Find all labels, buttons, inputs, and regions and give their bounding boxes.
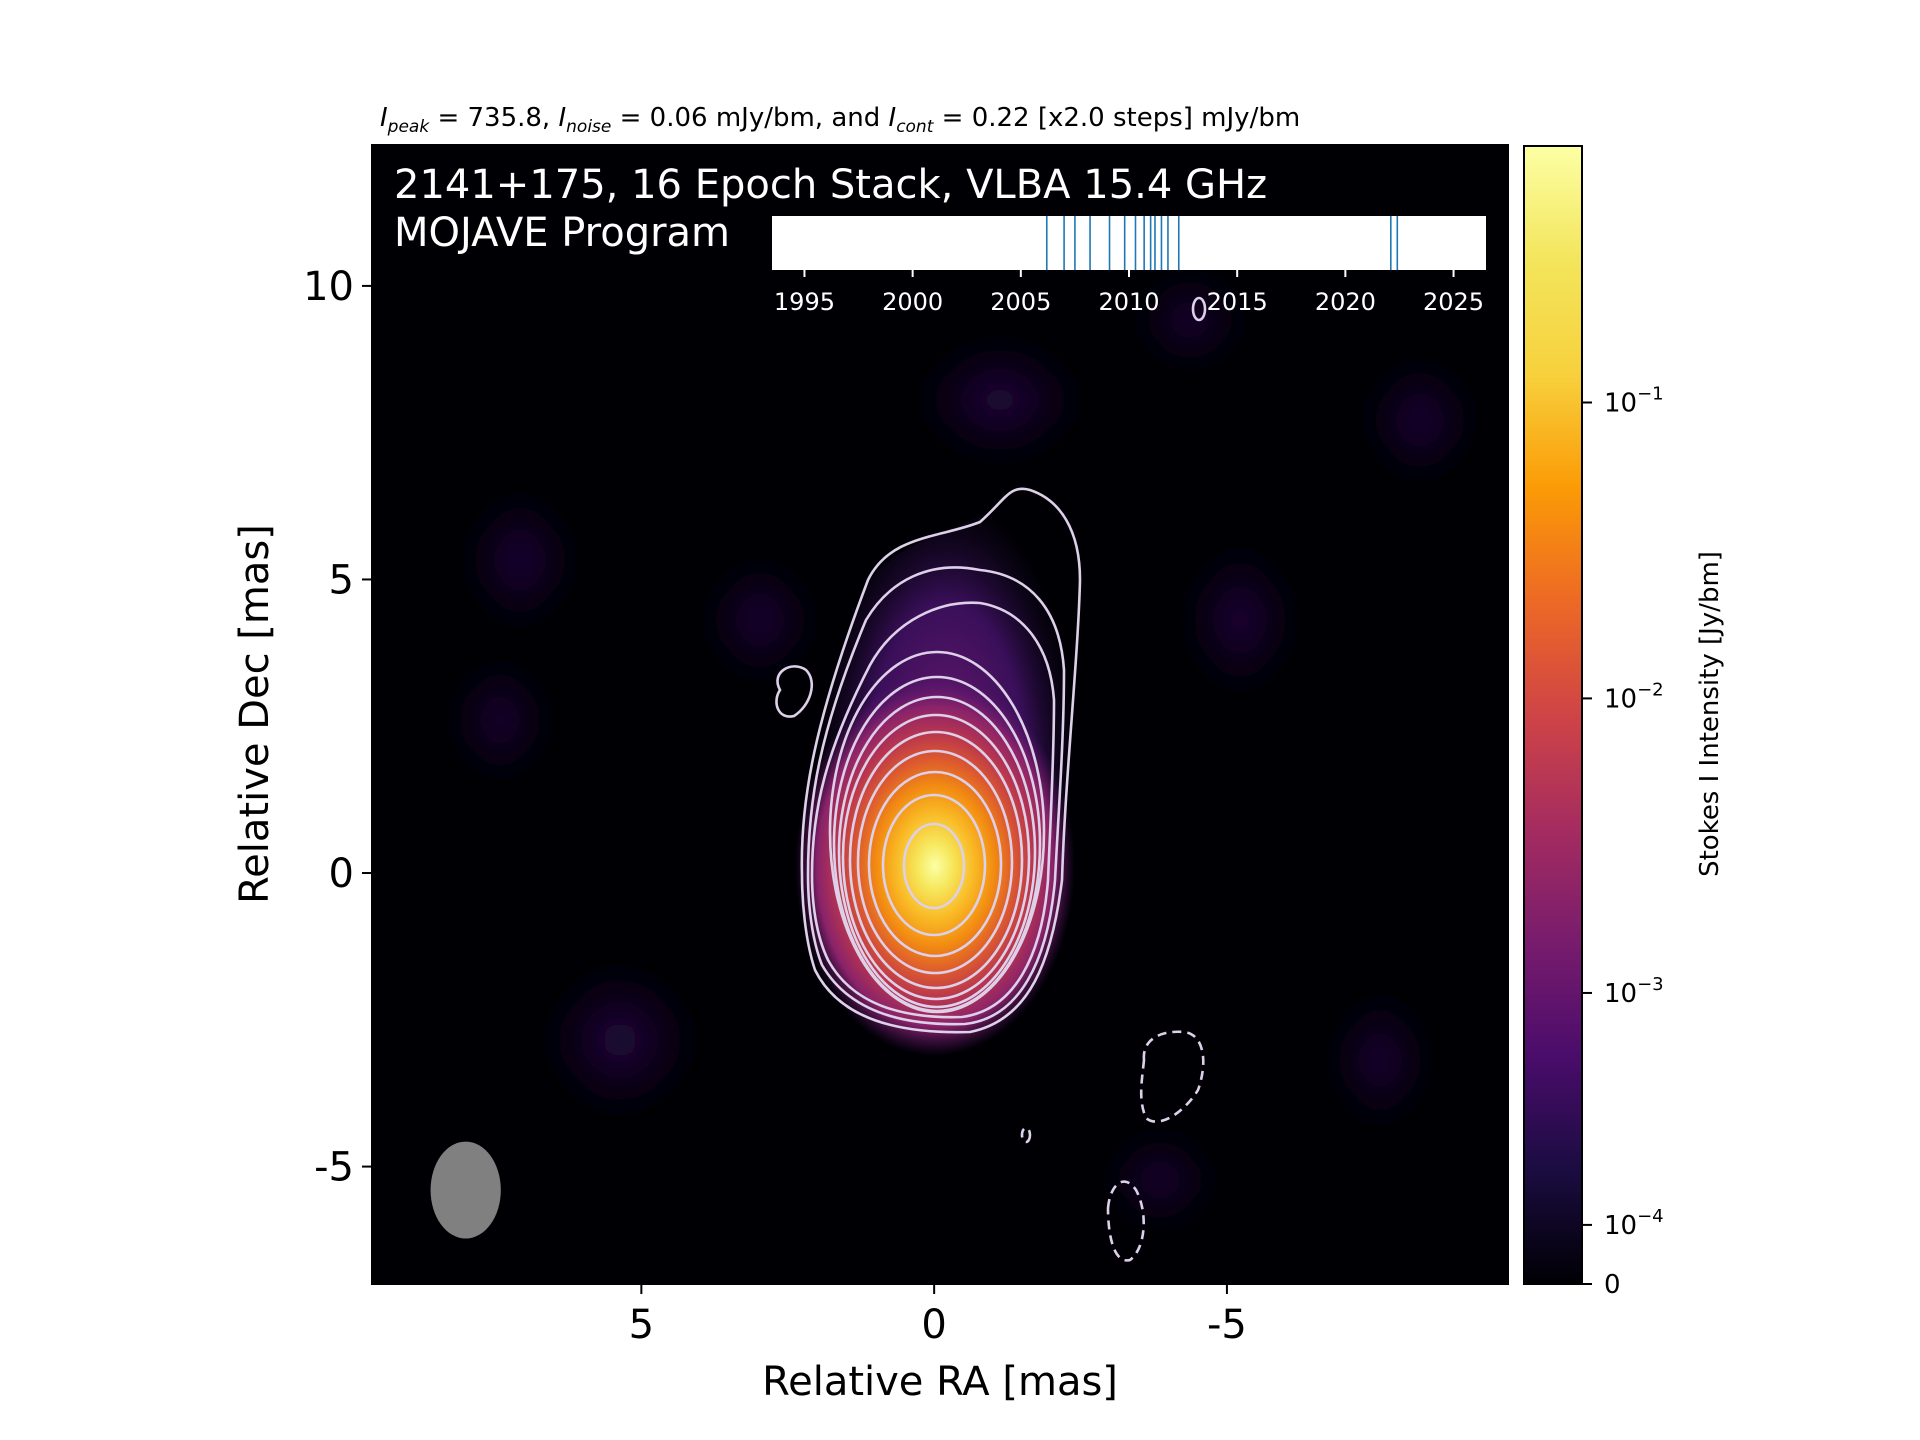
noise-blob xyxy=(1130,270,1250,370)
plot-title-line1: 2141+175, 16 Epoch Stack, VLBA 15.4 GHz xyxy=(394,162,1267,208)
contour-island-small xyxy=(1191,296,1207,322)
beam-ellipse xyxy=(430,1141,501,1239)
i-cont-value: = 0.22 [x2.0 steps] mJy/bm xyxy=(933,103,1300,133)
colorbar-gradient xyxy=(1523,145,1583,1285)
timeline-tick-label: 2025 xyxy=(1423,288,1484,316)
timeline-tick-label: 1995 xyxy=(774,288,835,316)
contour-level-11 xyxy=(881,793,987,937)
contour-island xyxy=(775,665,813,718)
colorbar-tick-label: 10−1 xyxy=(1604,383,1664,418)
contour-level-7 xyxy=(841,713,1031,1001)
noise-blob xyxy=(1330,980,1430,1140)
timeline-ticks: 1995 2000 2005 2010 2015 2020 2025 xyxy=(774,270,1484,316)
timeline-tick-label: 2005 xyxy=(990,288,1051,316)
noise-blob xyxy=(1360,350,1480,490)
noise-blob xyxy=(450,650,550,790)
i-cont-symbol: I xyxy=(889,103,897,133)
timeline-tick-label: 2015 xyxy=(1207,288,1268,316)
header-text: Ipeak = 735.8, Inoise = 0.06 mJy/bm, and… xyxy=(380,103,1300,137)
x-tick-label: 5 xyxy=(629,1302,654,1348)
y-tick-label: 5 xyxy=(329,557,354,603)
negative-contours xyxy=(1020,1030,1205,1262)
epoch-timeline: 1995 2000 2005 2010 2015 2020 2025 xyxy=(772,216,1486,316)
noise-blob xyxy=(1180,530,1300,710)
contour-level-10 xyxy=(867,770,1003,958)
contour-level-9 xyxy=(856,749,1014,975)
negative-contour-2 xyxy=(1106,1180,1145,1262)
noise-blob xyxy=(700,550,820,690)
colorbar-ticks: 10−1 10−2 10−3 10−4 0 xyxy=(1582,383,1664,1300)
contour-level-3 xyxy=(810,601,1056,1019)
contour-level-12 xyxy=(902,822,966,910)
y-tick-label: 0 xyxy=(329,851,354,897)
plot-frame xyxy=(371,144,1509,1285)
negative-contour-3 xyxy=(1020,1126,1032,1144)
i-noise-value: = 0.06 mJy/bm, and xyxy=(611,103,888,133)
y-axis-label: Relative Dec [mas] xyxy=(232,524,278,904)
negative-contour-1 xyxy=(1139,1030,1205,1123)
contour-level-5 xyxy=(832,675,1042,1013)
x-axis: 5 0 -5 xyxy=(629,1284,1247,1348)
colorbar-tick-label: 10−2 xyxy=(1604,679,1664,714)
contours xyxy=(775,296,1207,1034)
x-tick-label: 0 xyxy=(921,1302,946,1348)
y-tick-label: 10 xyxy=(303,264,354,310)
contour-level-8 xyxy=(848,730,1024,990)
contour-level-2 xyxy=(806,566,1066,1026)
i-peak-value: = 735.8, xyxy=(429,103,558,133)
colorbar-tick-label: 10−3 xyxy=(1604,974,1664,1009)
timeline-tick-label: 2020 xyxy=(1315,288,1376,316)
i-noise-symbol: I xyxy=(558,103,566,133)
colorbar: 10−1 10−2 10−3 10−4 0 Stokes I Intensity [Jy… xyxy=(1523,145,1725,1300)
noise-blobs xyxy=(450,270,1480,1230)
x-axis-label: Relative RA [mas] xyxy=(762,1359,1118,1405)
noise-blob xyxy=(530,950,710,1130)
x-tick-label: -5 xyxy=(1207,1302,1247,1348)
colorbar-tick-label: 10−4 xyxy=(1604,1206,1664,1241)
contour-level-6 xyxy=(837,695,1037,1009)
noise-blob xyxy=(900,330,1100,470)
y-tick-label: -5 xyxy=(314,1145,354,1191)
colorbar-tick-label: 0 xyxy=(1604,1270,1621,1300)
colorbar-label: Stokes I Intensity [Jy/bm] xyxy=(1695,551,1725,877)
timeline-box xyxy=(772,216,1486,270)
i-peak-symbol: I xyxy=(380,103,388,133)
image-panel xyxy=(372,145,1508,1284)
contour-level-1 xyxy=(800,487,1082,1034)
y-axis: 10 5 0 -5 xyxy=(303,264,372,1191)
i-cont-subscript: cont xyxy=(896,117,935,137)
timeline-tick-label: 2000 xyxy=(882,288,943,316)
timeline-epoch-lines xyxy=(1045,216,1399,270)
noise-blob xyxy=(460,480,580,640)
timeline-tick-label: 2010 xyxy=(1098,288,1159,316)
plot-title-line2: MOJAVE Program xyxy=(394,210,730,256)
noise-blob xyxy=(1100,1130,1220,1230)
i-noise-subscript: noise xyxy=(566,117,611,137)
i-peak-subscript: peak xyxy=(387,117,431,137)
